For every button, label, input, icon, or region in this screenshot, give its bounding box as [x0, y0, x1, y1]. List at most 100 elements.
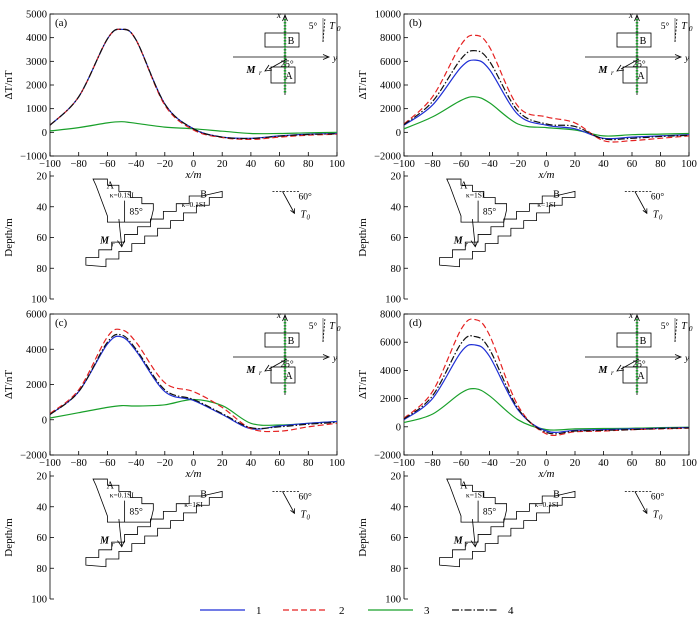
section-mag-arrow	[118, 219, 123, 247]
legend-label-1: 1	[256, 605, 262, 617]
inset-y-label: y	[684, 354, 690, 364]
section-body-A-label: A	[107, 180, 115, 191]
inset-field-label: T	[329, 21, 336, 32]
section-mag-label: M	[453, 236, 464, 247]
inset-y-arrow	[322, 54, 331, 60]
section-body-A-label: A	[107, 480, 115, 491]
section-body-B-label: B	[553, 490, 560, 501]
x-tick-label: 80	[303, 458, 314, 469]
inset-body-B-label: B	[640, 36, 647, 47]
inset-mag-label: M	[246, 65, 257, 76]
x-tick-label: −20	[157, 159, 173, 170]
x-tick-label: −80	[70, 458, 86, 469]
inset-decl-label: 5°	[661, 321, 670, 332]
depth-tick-label: 40	[391, 502, 402, 513]
x-tick-label: −80	[70, 159, 86, 170]
section-body-B-label: B	[200, 490, 207, 501]
section-incl-label: 60°	[298, 491, 312, 502]
plan-inset: x y B A25° M r 5° T 0	[233, 311, 341, 395]
inset-mag-arrow	[268, 358, 288, 370]
depth-tick-label: 100	[385, 595, 401, 606]
x-tick-label: 20	[217, 159, 228, 170]
depth-tick-label: 20	[37, 172, 48, 183]
inset-y-label: y	[332, 54, 338, 64]
inset-x-label: x	[276, 311, 282, 321]
inset-mag-arrowhead	[264, 64, 273, 72]
depth-section: 20 40 60 80 100 Depth/m Aκ=1SI 85° Bκ=0.1SI M r 60°…	[357, 471, 664, 606]
inset-field-arrow	[674, 317, 678, 343]
depth-tick-label: 40	[391, 202, 402, 213]
y-tick-label: 4000	[380, 366, 401, 377]
depth-axis-label: Depth/m	[357, 518, 369, 557]
inset-x-arrow	[282, 313, 288, 322]
depth-tick-label: 100	[385, 295, 401, 306]
inset-body-A	[270, 66, 296, 84]
plan-inset: x y B A25° M r 5° T 0	[233, 11, 341, 95]
legend: 1 2 3 4	[200, 605, 514, 617]
inset-mag-arrowhead	[616, 364, 625, 372]
inset-field-sub: 0	[689, 25, 693, 33]
inset-body-B-label: B	[288, 36, 295, 47]
inset-x-arrow	[634, 13, 640, 22]
inset-y-arrow	[674, 354, 683, 360]
y-axis-label: ΔT/nT	[357, 370, 369, 399]
series-line-1	[403, 59, 690, 140]
depth-tick-label: 60	[391, 233, 402, 244]
depth-tick-label: 20	[37, 472, 48, 483]
inset-field-arrow	[322, 317, 326, 343]
inset-mag-label: M	[246, 365, 257, 376]
x-tick-label: 80	[655, 159, 666, 170]
section-kappa-B: κ=0.1SI	[534, 500, 559, 509]
inset-mag-arrowhead	[264, 364, 273, 372]
inset-mag-sub: r	[611, 69, 614, 77]
inset-body-B-label: B	[288, 336, 295, 347]
inset-y-label: y	[332, 354, 338, 364]
inset-body-A-label: A	[637, 371, 645, 382]
y-tick-label: 0	[396, 422, 401, 433]
depth-tick-label: 80	[37, 264, 48, 275]
inset-decl-label: 5°	[309, 21, 318, 32]
section-field-arrowhead	[642, 508, 648, 515]
section-body-A-label: A	[460, 480, 468, 491]
x-tick-label: 100	[681, 458, 697, 469]
section-mag-arrow	[472, 219, 476, 247]
inset-body-A-label: A	[637, 71, 645, 82]
section-body-A	[92, 178, 154, 223]
depth-tick-label: 60	[391, 533, 402, 544]
x-tick-label: 100	[329, 458, 345, 469]
legend-label-2: 2	[339, 605, 345, 617]
section-body-A-label: A	[460, 180, 468, 191]
inset-y-arrow	[674, 54, 683, 60]
section-incl-label: 60°	[298, 191, 312, 202]
depth-section: 20 40 60 80 100 Depth/m Aκ=1SI 85° Bκ=1SI M r 60° T 0	[357, 171, 664, 306]
section-mag-arrowhead	[117, 240, 125, 248]
x-tick-label: 80	[655, 458, 666, 469]
y-tick-label: 5000	[26, 10, 47, 21]
section-kappa-B: κ=0.1SI	[181, 200, 206, 209]
y-tick-label: 3000	[26, 57, 47, 68]
section-field-sub: 0	[306, 513, 310, 521]
depth-tick-label: 20	[391, 472, 402, 483]
panel-label: (b)	[409, 17, 422, 29]
section-mag-label: M	[453, 536, 464, 547]
y-axis-label: ΔT/nT	[3, 370, 15, 399]
inset-angle-label: 25°	[632, 59, 646, 70]
y-tick-label: −1000	[20, 152, 47, 163]
y-tick-label: 0	[396, 128, 401, 139]
section-incl-label: 60°	[651, 491, 665, 502]
inset-body-B	[616, 332, 652, 348]
section-field-arrowhead	[290, 508, 295, 515]
section-field-label: T	[653, 509, 660, 520]
x-tick-label: −80	[424, 458, 440, 469]
y-tick-label: 2000	[380, 104, 401, 115]
depth-tick-label: 80	[37, 564, 48, 575]
x-tick-label: 0	[544, 458, 549, 469]
x-tick-label: 20	[570, 458, 581, 469]
plan-inset: x y B A25° M r 5° T 0	[585, 311, 693, 395]
section-kappa-B: κ=1SI	[184, 500, 203, 509]
inset-body-A	[270, 366, 296, 384]
depth-tick-label: 80	[391, 264, 402, 275]
plan-inset: x y B A25° M r 5° T 0	[585, 11, 693, 95]
